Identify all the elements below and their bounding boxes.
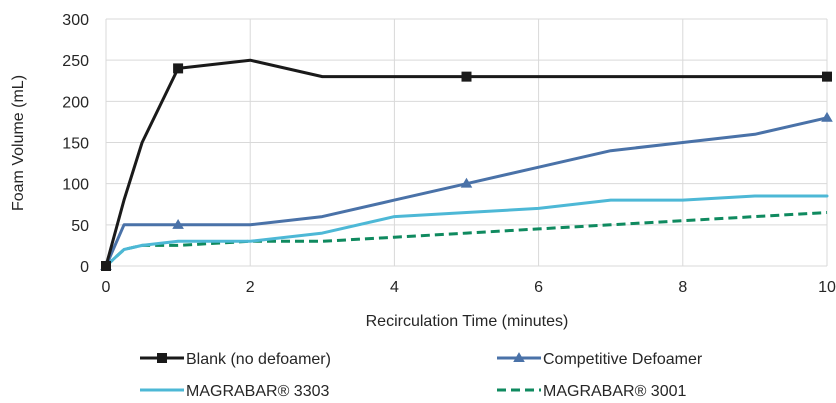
y-tick-label: 100: [62, 177, 89, 194]
legend-marker: [157, 353, 167, 363]
data-point: [101, 261, 111, 271]
data-point: [821, 111, 833, 122]
data-point: [172, 218, 184, 229]
y-tick-labels: 0 50 100 150 200 250 300: [62, 12, 89, 276]
y-tick-label: 200: [62, 94, 89, 111]
data-point: [460, 177, 473, 188]
y-axis-title: Foam Volume (mL): [10, 75, 27, 211]
legend-item: Competitive Defoamer: [497, 351, 703, 368]
legend-label: MAGRABAR® 3001: [543, 383, 687, 400]
series-3: [104, 211, 828, 268]
x-tick-label: 10: [818, 279, 836, 296]
series-line: [104, 58, 829, 268]
y-tick-label: 0: [80, 259, 89, 276]
series-group: [100, 58, 833, 271]
series-line: [104, 194, 829, 268]
data-point: [822, 71, 832, 82]
series-0: [101, 58, 832, 271]
x-tick-label: 2: [246, 279, 255, 296]
legend-item: MAGRABAR® 3303: [140, 383, 330, 400]
data-point: [461, 71, 472, 82]
y-tick-label: 300: [62, 12, 89, 29]
series-line: [104, 116, 829, 268]
legend-item: Blank (no defoamer): [140, 351, 331, 368]
x-tick-label: 4: [390, 279, 399, 296]
x-tick-label: 8: [678, 279, 687, 296]
series-2: [104, 194, 829, 268]
y-tick-label: 250: [62, 53, 89, 70]
legend-item: MAGRABAR® 3001: [497, 383, 687, 400]
series-1: [100, 111, 833, 270]
y-tick-label: 50: [71, 218, 89, 235]
x-tick-label: 6: [534, 279, 543, 296]
legend: Blank (no defoamer) Competitive Defoamer M…: [140, 351, 703, 400]
series-line: [104, 211, 828, 268]
legend-label: MAGRABAR® 3303: [186, 383, 330, 400]
x-axis-title: Recirculation Time (minutes): [366, 313, 569, 330]
data-point: [173, 63, 184, 74]
legend-marker: [513, 352, 525, 362]
x-tick-labels: 0 2 4 6 8 10: [102, 279, 836, 296]
legend-label: Blank (no defoamer): [186, 351, 331, 368]
legend-label: Competitive Defoamer: [543, 351, 703, 368]
x-tick-label: 0: [102, 279, 111, 296]
y-tick-label: 150: [62, 136, 89, 153]
grid-lines: [105, 18, 828, 267]
